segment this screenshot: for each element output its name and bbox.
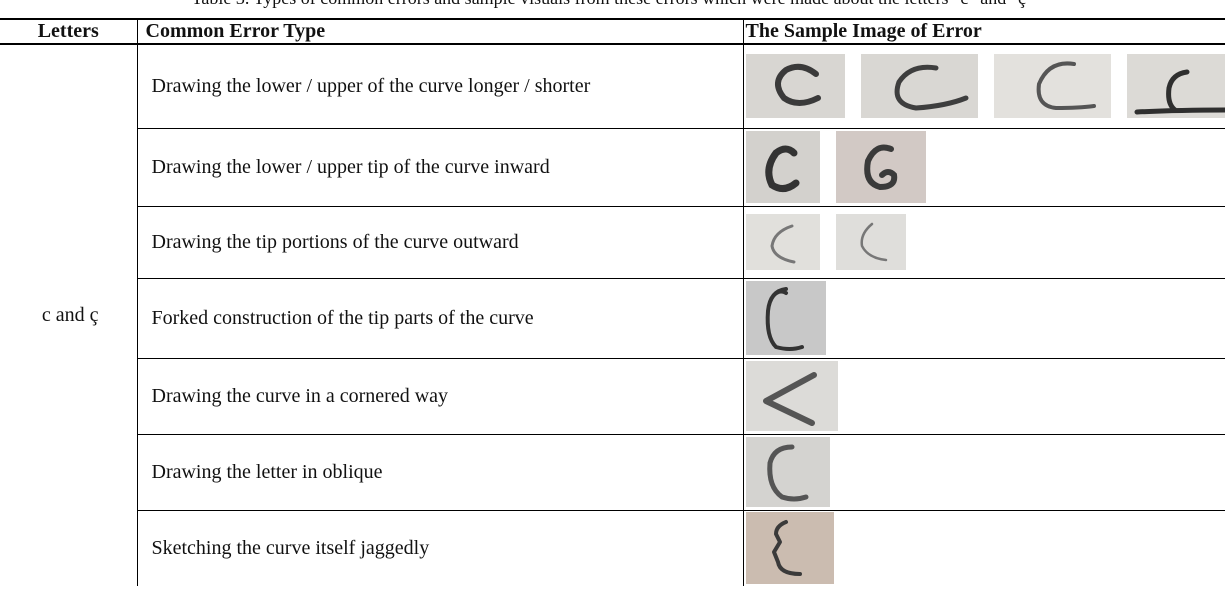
sample-image [745,512,834,585]
header-cell: Common Error Type [136,18,743,45]
row: Drawing the curve in a cornered way [0,358,1225,435]
row: Sketching the curve itself jaggedly [0,510,1225,586]
sample-image [861,54,979,119]
header-cell: The Sample Image of Error [742,18,1225,45]
sample-image [745,437,830,507]
sample-image [835,214,906,270]
row: Drawing the letter in oblique [0,434,1225,511]
error-type: Forked construction of the tip parts of … [136,278,743,359]
row: c and ç Drawing the lower / upper of the… [0,44,1225,326]
row: Forked construction of the tip parts of … [0,278,1225,359]
error-type: Drawing the lower / upper of the curve l… [136,44,743,129]
sample-images [742,44,1225,129]
sample-images [742,358,1225,435]
sample-images [742,206,1225,279]
sample-images [742,434,1225,511]
error-type: Drawing the curve in a cornered way [136,358,743,435]
sample-image [1127,54,1225,119]
sample-images [742,278,1225,359]
sample-images [742,510,1225,586]
error-type: Drawing the tip portions of the curve ou… [136,206,743,279]
header-row: Letters Common Error Type The Sample Ima… [0,18,1225,45]
error-type: Drawing the letter in oblique [136,434,743,511]
sample-image [994,54,1112,119]
sample-images [742,128,1225,207]
row: Drawing the tip portions of the curve ou… [0,206,1225,279]
sample-image [745,131,820,203]
error-table: Letters Common Error Type The Sample Ima… [0,18,1225,586]
error-type: Sketching the curve itself jaggedly [136,510,743,586]
sample-image [745,281,826,355]
header-cell: Letters [0,18,137,45]
error-type: Drawing the lower / upper tip of the cur… [136,128,743,207]
sample-image [745,54,846,119]
caption: Table 3. Types of common errors and samp… [0,0,1225,9]
letters-cell: c and ç [41,304,99,326]
row: Drawing the lower / upper tip of the cur… [0,128,1225,207]
sample-image [745,361,838,431]
sample-image [835,131,926,203]
sample-image [745,214,820,270]
